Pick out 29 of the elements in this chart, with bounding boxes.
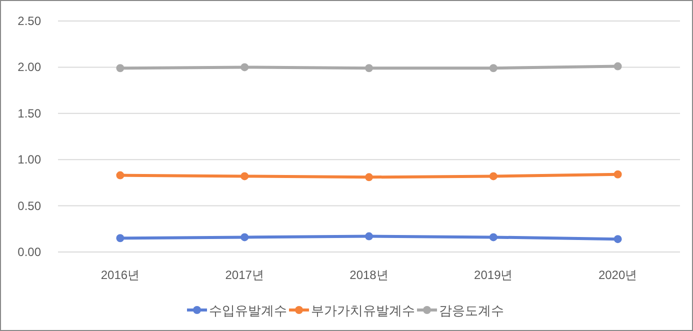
point <box>116 64 124 72</box>
point <box>614 62 622 70</box>
x-tick-label: 2016년 <box>100 268 140 282</box>
x-tick-label: 2018년 <box>350 268 388 282</box>
x-tick-label: 2019년 <box>474 268 513 282</box>
y-tick-label: 2.50 <box>18 14 42 28</box>
point <box>489 233 498 242</box>
legend-label: 부가가치유발계수 <box>311 303 415 318</box>
point <box>489 64 498 72</box>
x-tick-label: 2020년 <box>598 268 638 282</box>
x-tick-label: 2017년 <box>225 268 264 282</box>
point <box>116 234 124 242</box>
legend-label: 수입유발계수 <box>209 303 287 318</box>
y-tick-label: 1.00 <box>18 152 42 167</box>
point <box>614 235 622 244</box>
legend-label: 감응도계수 <box>439 303 504 318</box>
y-tick-label: 0.50 <box>18 198 42 213</box>
y-tick-label: 2.00 <box>18 60 42 74</box>
point <box>614 170 622 178</box>
point <box>489 172 498 180</box>
point <box>365 173 373 182</box>
point <box>240 233 249 242</box>
y-tick-label: 1.50 <box>18 106 42 120</box>
y-tick-label: 0.00 <box>18 245 42 259</box>
point <box>240 63 249 72</box>
point <box>116 171 124 180</box>
point <box>365 232 373 240</box>
point <box>365 64 373 72</box>
point <box>240 172 249 180</box>
